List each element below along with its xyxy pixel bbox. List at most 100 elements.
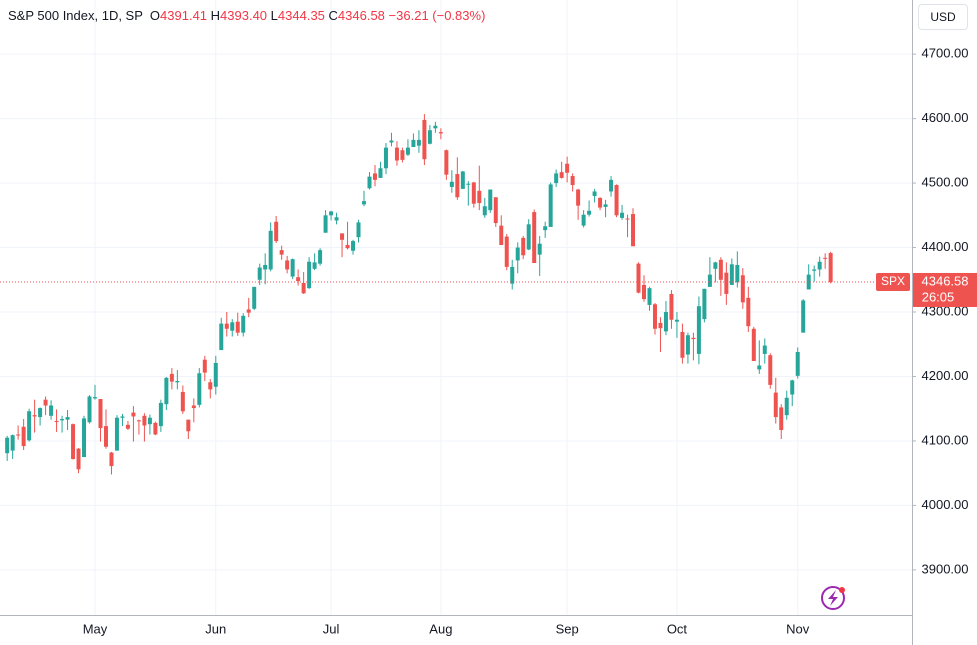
candle-body: [636, 263, 641, 293]
candle-body: [65, 417, 70, 420]
candle-body: [191, 405, 196, 409]
candle-body: [290, 259, 295, 277]
candle-body: [356, 222, 361, 238]
y-tick-label: 4100.00: [922, 432, 969, 447]
candle-body: [620, 212, 625, 218]
candle-body: [713, 262, 718, 269]
y-tick-label: 4700.00: [922, 46, 969, 61]
currency-button[interactable]: USD: [918, 4, 968, 30]
candle-body: [625, 218, 630, 220]
symbol-label: SPX: [881, 274, 905, 288]
candle-body: [806, 274, 811, 290]
candle-body: [740, 275, 745, 303]
candle-body: [422, 119, 427, 160]
candle-body: [504, 236, 509, 267]
candle-body: [488, 189, 493, 211]
ohlc-label: C: [328, 8, 338, 23]
candle-body: [718, 259, 723, 280]
candle-body: [186, 419, 191, 432]
candle-body: [729, 264, 734, 285]
candle-body: [147, 417, 152, 425]
candle-body: [383, 147, 388, 169]
candle-body: [762, 345, 767, 354]
candle-body: [482, 206, 487, 216]
candle-body: [614, 185, 619, 216]
candle-body: [466, 183, 471, 185]
candle-body: [76, 448, 81, 470]
candle-body: [669, 293, 674, 320]
lightning-icon: [821, 586, 845, 610]
candle-body: [49, 405, 54, 416]
candle-body: [268, 230, 273, 270]
candle-body: [400, 150, 405, 160]
candle-body: [438, 132, 443, 134]
candle-body: [208, 382, 213, 390]
candle-body: [812, 269, 817, 271]
candle-body: [213, 362, 218, 387]
candle-body: [663, 312, 668, 332]
candle-body: [10, 435, 15, 451]
y-tick-label: 4300.00: [922, 303, 969, 318]
candle-body: [103, 426, 108, 447]
candle-body: [405, 147, 410, 155]
candle-body: [153, 422, 158, 435]
y-tick-label: 4000.00: [922, 497, 969, 512]
candle-body: [252, 286, 257, 309]
candle-body: [773, 392, 778, 418]
candle-body: [696, 306, 701, 354]
candle-body: [455, 174, 460, 198]
candle-body: [71, 424, 76, 459]
legend-header: S&P 500 Index, 1D, SP O4391.41 H4393.40 …: [8, 8, 485, 23]
candle-body: [471, 182, 476, 204]
candle-body: [136, 420, 141, 422]
candle-body: [790, 380, 795, 395]
candle-body: [367, 176, 372, 189]
candle-body: [592, 191, 597, 196]
ohlc-label: O: [149, 8, 161, 23]
candle-body: [180, 391, 185, 412]
candle-body: [559, 172, 564, 178]
candle-body: [285, 260, 290, 270]
candle-body: [241, 315, 246, 333]
candle-body: [318, 250, 323, 264]
candle-body: [296, 277, 301, 282]
grid: [0, 0, 912, 615]
ohlc-value: 4393.40: [220, 8, 268, 23]
candle-body: [548, 184, 553, 227]
candle-body: [32, 415, 37, 417]
candle-body: [164, 377, 169, 405]
candle-body: [707, 274, 712, 287]
candle-body: [433, 125, 438, 129]
candle-body: [230, 322, 235, 331]
candle-body: [702, 288, 707, 320]
candle-body: [510, 266, 515, 284]
candle-body: [16, 434, 21, 436]
x-tick-label: Aug: [429, 621, 452, 636]
candle-body: [351, 241, 356, 251]
ohlc-label: H: [210, 8, 221, 23]
candle-body: [378, 168, 383, 178]
ohlc-value: 4346.58: [337, 8, 385, 23]
candle-body: [565, 163, 570, 173]
candle-body: [372, 173, 377, 180]
candle-body: [460, 171, 465, 189]
candle-body: [581, 214, 586, 226]
ohlc-value: 4344.35: [277, 8, 325, 23]
candle-body: [345, 244, 350, 249]
candle-body: [499, 225, 504, 245]
ohlc-value: 4391.41: [160, 8, 208, 23]
candle-body: [795, 351, 800, 376]
candle-body: [307, 261, 312, 289]
candle-body: [784, 397, 789, 416]
y-tick-label: 4200.00: [922, 368, 969, 383]
candle-body: [98, 399, 103, 429]
candle-body: [43, 399, 48, 406]
candle-body: [746, 297, 751, 327]
x-tick-label: Jun: [205, 621, 226, 636]
candle-body: [691, 337, 696, 340]
candle-body: [779, 407, 784, 430]
candle-body: [312, 262, 317, 269]
candle-body: [87, 396, 92, 423]
